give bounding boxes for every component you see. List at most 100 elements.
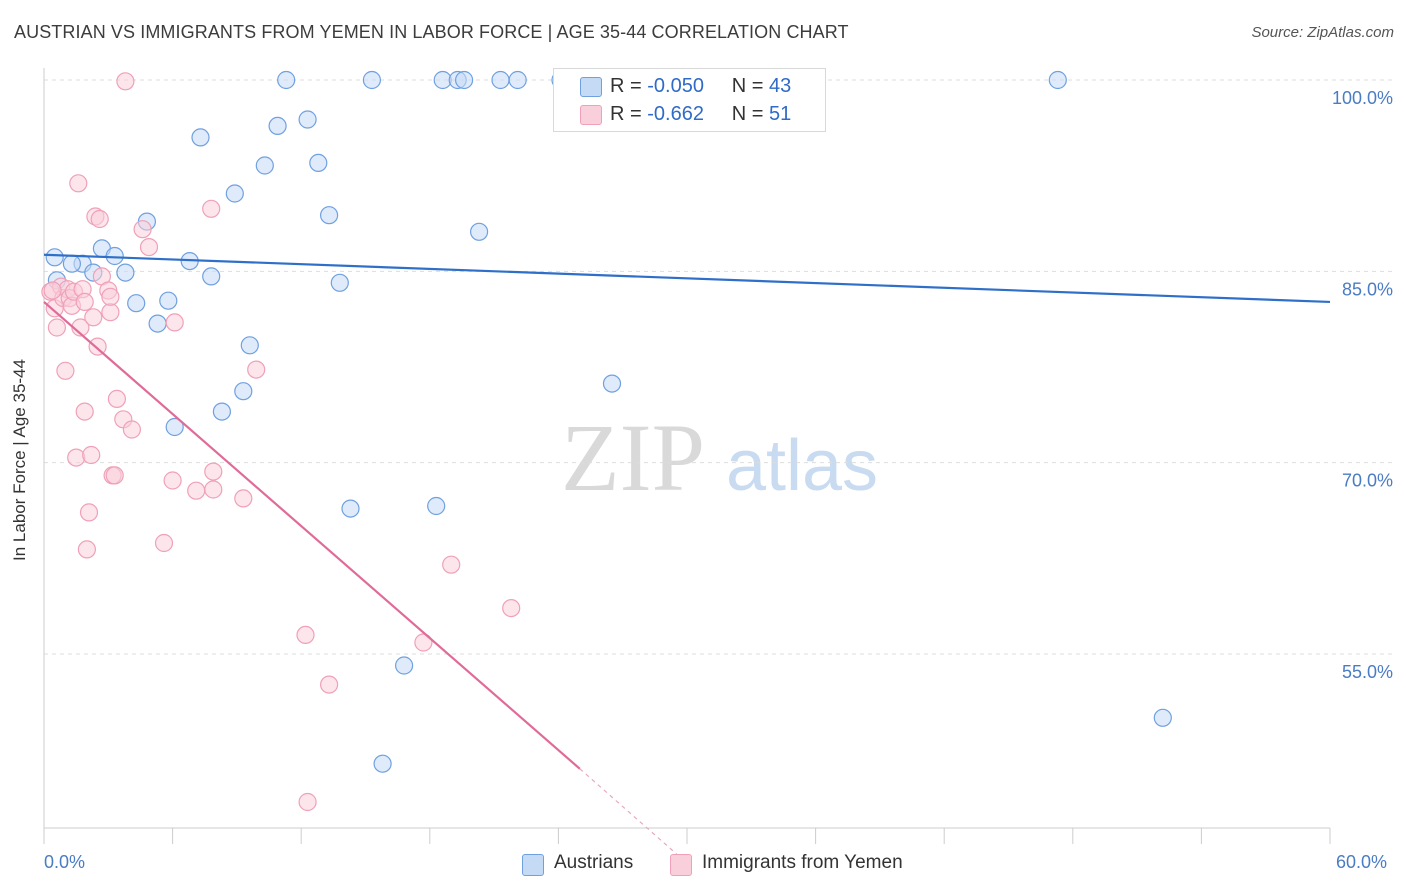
yemen-point	[75, 292, 94, 311]
r-label: R =	[610, 75, 642, 97]
austrians-point	[191, 128, 210, 147]
yemen-point	[56, 361, 75, 380]
r-label: R =	[610, 103, 642, 125]
y-tick-labels: 100.0% 85.0% 70.0% 55.0%	[1332, 88, 1393, 682]
austrians-legend-icon	[522, 854, 544, 876]
austrians-point	[602, 374, 622, 393]
yemen-point	[122, 420, 141, 439]
austrians-trend-line	[43, 253, 1331, 304]
austrians-point	[1153, 708, 1172, 727]
axes	[43, 68, 1331, 844]
austrians-point	[277, 70, 296, 90]
yemen-point	[69, 174, 88, 193]
yemen-point	[90, 209, 109, 229]
austrians-point	[1048, 70, 1067, 90]
n-label: N =	[731, 103, 764, 125]
austrians-point	[159, 291, 178, 310]
yemen-point	[84, 308, 103, 327]
yemen-point	[105, 466, 124, 485]
stats-legend: R = -0.050 N = 43 R = -0.662 N = 51	[553, 68, 826, 132]
x-tick-label-min: 0.0%	[44, 852, 86, 872]
yemen-legend-icon	[670, 854, 692, 876]
r-value: -0.662	[647, 103, 704, 125]
data-points	[41, 70, 1172, 812]
legend-label-yemen: Immigrants from Yemen	[702, 852, 903, 873]
yemen-point	[154, 533, 174, 553]
austrians-point	[330, 273, 349, 292]
trend-lines	[43, 253, 1331, 864]
austrians-point	[105, 246, 124, 266]
austrians-point	[212, 402, 231, 421]
yemen-point	[202, 199, 221, 218]
yemen-point	[133, 220, 152, 239]
austrians-swatch-icon	[580, 77, 602, 97]
yemen-point	[88, 337, 107, 356]
chart-title: AUSTRIAN VS IMMIGRANTS FROM YEMEN IN LAB…	[14, 22, 849, 42]
yemen-point	[79, 503, 99, 522]
austrians-point	[470, 222, 489, 241]
yemen-point	[67, 448, 86, 467]
austrians-point	[234, 382, 253, 401]
watermark-atlas: atlas	[726, 426, 878, 506]
n-value: 43	[769, 75, 792, 97]
yemen-point	[101, 303, 120, 322]
source-label: Source: ZipAtlas.com	[1251, 24, 1394, 41]
yemen-point	[247, 360, 266, 379]
yemen-point	[77, 540, 97, 559]
yemen-point	[47, 318, 67, 337]
yemen-point	[187, 481, 206, 500]
r-value: -0.050	[647, 75, 704, 97]
n-label: N =	[731, 75, 764, 97]
austrians-point	[320, 206, 339, 225]
austrians-point	[395, 656, 414, 675]
yemen-trend-line-extension	[579, 768, 688, 864]
yemen-point	[43, 281, 62, 300]
austrians-point	[148, 314, 167, 333]
yemen-point	[204, 480, 223, 499]
n-value: 51	[769, 103, 792, 125]
austrians-point	[341, 499, 360, 518]
yemen-point	[234, 489, 253, 508]
austrians-point	[165, 417, 184, 437]
x-tick-label-max: 60.0%	[1336, 852, 1388, 872]
y-tick-label: 100.0%	[1332, 88, 1393, 108]
austrians-point	[427, 496, 446, 516]
austrians-point	[127, 294, 146, 313]
austrians-point	[116, 263, 135, 282]
watermark-zip: ZIP	[561, 404, 705, 511]
austrians-point	[298, 110, 317, 129]
austrians-point	[362, 70, 381, 90]
yemen-point	[139, 238, 159, 257]
grid-lines	[44, 79, 1392, 655]
yemen-trend-line	[43, 301, 581, 770]
yemen-point	[502, 598, 521, 618]
austrians-point	[268, 116, 287, 136]
yemen-point	[116, 72, 135, 91]
austrians-point	[508, 70, 527, 90]
yemen-point	[101, 287, 120, 306]
yemen-point	[163, 471, 182, 490]
yemen-point	[82, 445, 101, 465]
austrians-point	[225, 184, 244, 203]
y-tick-label: 55.0%	[1342, 662, 1393, 682]
y-tick-label: 85.0%	[1342, 279, 1393, 299]
yemen-point	[442, 555, 461, 574]
yemen-point	[296, 625, 315, 645]
yemen-swatch-icon	[580, 105, 602, 125]
yemen-point	[165, 313, 184, 332]
austrians-point	[62, 254, 82, 273]
yemen-point	[204, 462, 223, 481]
yemen-point	[414, 633, 433, 652]
y-tick-label: 70.0%	[1342, 471, 1393, 491]
austrians-point	[202, 267, 221, 286]
austrians-point	[240, 336, 259, 355]
austrians-point	[491, 70, 510, 90]
austrians-point	[45, 248, 64, 267]
yemen-point	[75, 402, 94, 421]
austrians-point	[309, 153, 328, 172]
legend-label-austrians: Austrians	[554, 852, 634, 873]
austrians-point	[373, 754, 392, 773]
austrians-point	[255, 156, 274, 175]
yemen-point	[320, 675, 339, 694]
yemen-point	[107, 389, 127, 408]
